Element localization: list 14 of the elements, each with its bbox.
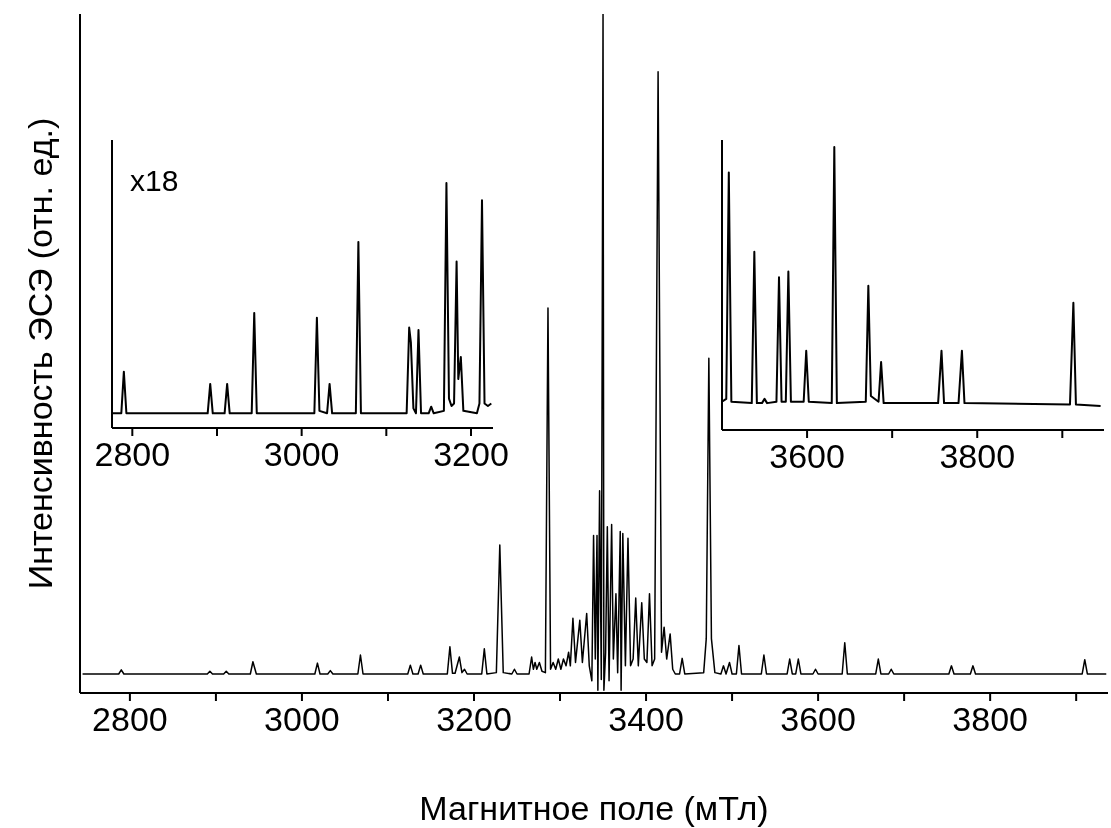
- x-tick-label: 3200: [436, 700, 512, 739]
- x-tick-label: 2800: [94, 435, 171, 474]
- annotation: x18: [130, 164, 179, 198]
- x-tick-label: 3800: [952, 700, 1028, 739]
- x-tick-label: 3800: [939, 437, 1016, 476]
- x-tick-label: 3600: [769, 437, 845, 476]
- x-tick-label: 3000: [263, 435, 340, 474]
- x-tick-label: 3600: [780, 700, 856, 739]
- x-tick-label: 3000: [264, 700, 340, 739]
- x-tick-label: 3200: [433, 435, 509, 474]
- x-axis-title: Магнитное поле (мТл): [419, 789, 769, 827]
- y-axis-title: Интенсивность ЭСЭ (отн. ед.): [21, 117, 60, 590]
- x-tick-label: 2800: [92, 700, 168, 739]
- x-tick-label: 3400: [608, 700, 684, 739]
